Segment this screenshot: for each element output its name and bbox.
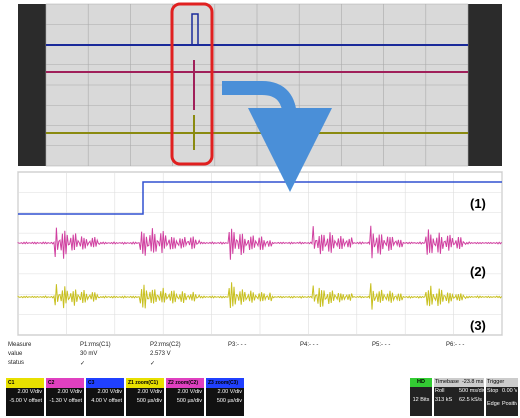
measure-cell: status bbox=[8, 360, 24, 366]
trigger-cell: Positive bbox=[502, 400, 517, 409]
timebase-cell: 62.5 kS/s bbox=[459, 396, 483, 405]
timebase-cell: 313 kS bbox=[435, 396, 459, 405]
measure-header: P2:rms(C2) bbox=[150, 342, 181, 348]
channel-label: Z3 zoom(C3) bbox=[206, 378, 244, 388]
measure-cell: ✓ bbox=[150, 360, 155, 367]
timebase-cell: Roll bbox=[435, 387, 459, 396]
channel-setting: 2.00 V/div bbox=[86, 388, 124, 397]
channel-label: Z2 zoom(C2) bbox=[166, 378, 204, 388]
channel-setting: 2.00 V/div bbox=[206, 388, 244, 397]
channel-setting: 2.00 V/div bbox=[166, 388, 204, 397]
trigger-row: EdgePositive bbox=[486, 400, 518, 413]
channel-setting: 2.00 V/div bbox=[6, 388, 44, 397]
timebase-title: Timebase bbox=[435, 379, 459, 385]
timebase-value: -23.8 ms bbox=[462, 379, 483, 385]
trigger-cell: 0.00 V bbox=[502, 387, 517, 396]
annotation: (2) bbox=[470, 264, 486, 279]
measure-header: P3:- - - bbox=[228, 342, 246, 348]
measure-header: P6:- - - bbox=[446, 342, 464, 348]
channel-setting: 500 µs/div bbox=[206, 397, 244, 406]
measure-cell: ✓ bbox=[80, 360, 85, 367]
trigger-cell: Edge bbox=[487, 400, 502, 409]
channel-label: C2 bbox=[46, 378, 84, 388]
trigger-title: Trigger bbox=[486, 378, 518, 387]
measure-header: P5:- - - bbox=[372, 342, 390, 348]
channel-setting: 2.00 V/div bbox=[46, 388, 84, 397]
channel-setting: 500 µs/div bbox=[126, 397, 164, 406]
display: (1) (2) (3) bbox=[0, 0, 520, 340]
acq-bits: 12 Bits bbox=[410, 397, 432, 403]
timebase-cell: 500 ms/div bbox=[459, 387, 483, 396]
channel-label: C3 bbox=[86, 378, 124, 388]
overview-margin bbox=[468, 4, 502, 166]
measure-cell: 30 mV bbox=[80, 351, 97, 357]
channel-setting: -5.00 V offset bbox=[6, 397, 44, 406]
annotation: (1) bbox=[470, 196, 486, 211]
channel-label: Z1 zoom(C1) bbox=[126, 378, 164, 388]
measure-header: P1:rms(C1) bbox=[80, 342, 111, 348]
trigger-cell: Stop bbox=[487, 387, 502, 396]
scope-screen: (1) (2) (3) Measure P1:rms(C1) P2:rms(C2) P… bbox=[0, 0, 520, 418]
measure-header: P4:- - - bbox=[300, 342, 318, 348]
measure-cell: value bbox=[8, 351, 22, 357]
channel-setting: 4.00 V offset bbox=[86, 397, 124, 406]
annotation: (3) bbox=[470, 318, 486, 333]
channel-setting: -1.30 V offset bbox=[46, 397, 84, 406]
acquisition-box[interactable]: HD 12 Bits bbox=[410, 378, 432, 416]
timebase-header: Timebase-23.8 ms bbox=[434, 378, 484, 387]
channel-setting: 500 µs/div bbox=[166, 397, 204, 406]
channel-setting: 2.00 V/div bbox=[126, 388, 164, 397]
measure-cell: 2.573 V bbox=[150, 351, 171, 357]
overview-margin bbox=[18, 4, 46, 166]
acq-mode: HD bbox=[410, 378, 432, 387]
measure-header: Measure bbox=[8, 342, 31, 348]
channel-label: C1 bbox=[6, 378, 44, 388]
